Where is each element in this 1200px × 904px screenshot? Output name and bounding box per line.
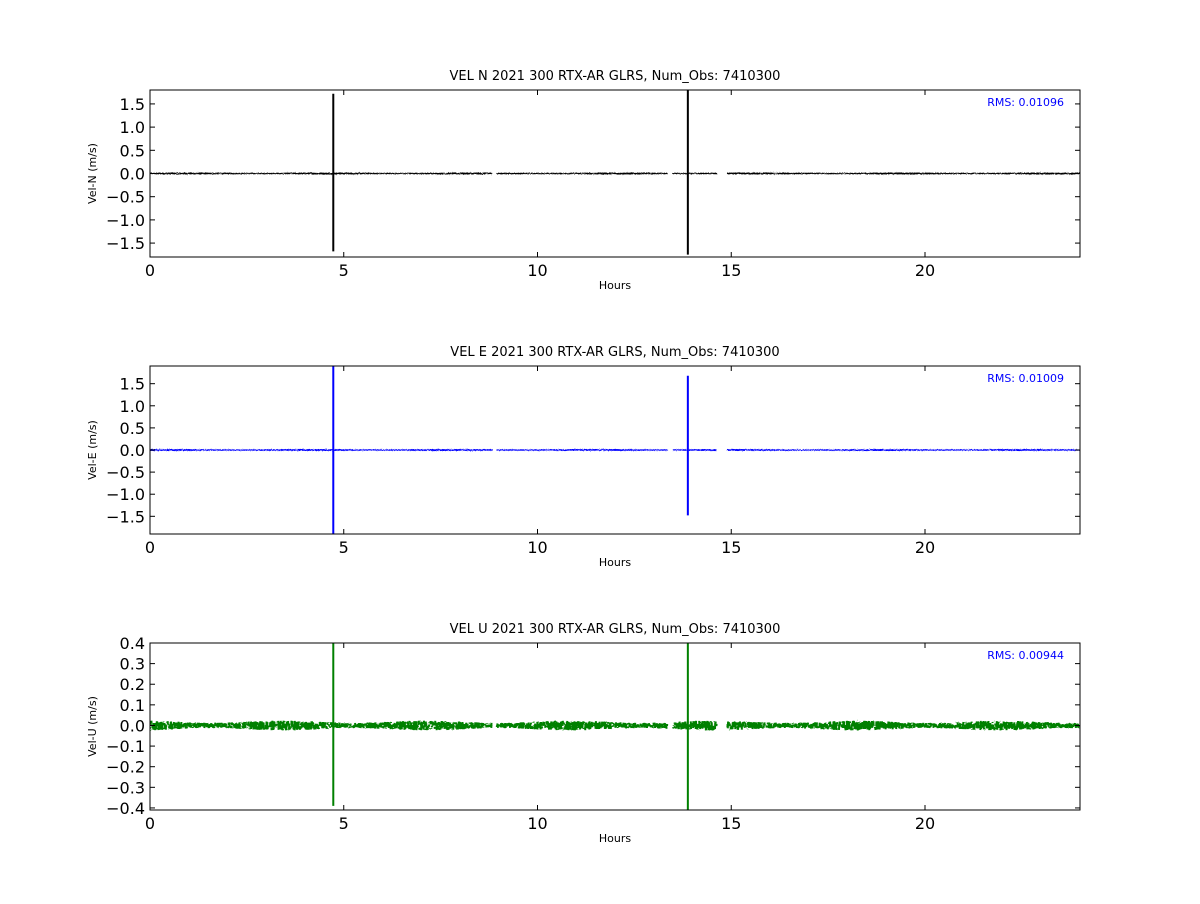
y-tick-label: 1.5 [120,95,145,114]
y-tick-label: 0.0 [120,716,145,735]
y-tick-label: 0.0 [120,441,145,460]
x-tick-label: 20 [915,814,935,833]
y-tick-label: −0.2 [106,758,145,777]
series-segment-4 [726,719,1080,731]
y-tick-label: 0.1 [120,696,145,715]
x-tick-label: 20 [915,261,935,280]
axes-frame [149,642,1081,811]
subplot-3: VEL U 2021 300 RTX-AR GLRS, Num_Obs: 741… [86,622,1081,845]
series-segment-3 [672,448,717,452]
series-segment-1 [150,171,493,176]
chart-title: VEL N 2021 300 RTX-AR GLRS, Num_Obs: 741… [450,69,781,84]
y-tick-label: −1.5 [106,507,145,526]
subplot-2: VEL E 2021 300 RTX-AR GLRS, Num_Obs: 741… [86,345,1081,569]
series-segment-3 [672,171,718,175]
data-series [150,643,1080,810]
x-axis-label: Hours [599,832,631,845]
series-segment-2 [495,720,669,731]
y-tick-label: 0.0 [120,165,145,184]
series-segment-2 [496,448,669,452]
x-tick-label: 5 [339,538,349,557]
y-tick-label: −0.5 [106,188,145,207]
y-tick-label: −0.3 [106,778,145,797]
series-segment-2 [496,171,668,176]
y-tick-label: −0.4 [106,799,145,818]
y-tick-label: 1.0 [120,118,145,137]
y-tick-label: 0.4 [120,634,145,653]
x-tick-label: 10 [527,538,547,557]
y-tick-label: 0.5 [120,419,145,438]
x-tick-label: 15 [721,261,741,280]
x-axis-label: Hours [599,279,631,292]
y-axis-label: Vel-U (m/s) [86,696,99,757]
rms-annotation: RMS: 0.00944 [987,649,1064,662]
x-tick-label: 0 [145,814,155,833]
chart-title: VEL U 2021 300 RTX-AR GLRS, Num_Obs: 741… [450,622,781,637]
y-tick-label: −1.0 [106,485,145,504]
y-tick-label: 1.5 [120,375,145,394]
x-tick-label: 10 [527,814,547,833]
y-axis-label: Vel-N (m/s) [86,143,99,204]
x-tick-label: 5 [339,261,349,280]
y-axis-label: Vel-E (m/s) [86,420,99,480]
subplot-1: VEL N 2021 300 RTX-AR GLRS, Num_Obs: 741… [86,69,1081,292]
y-tick-label: −0.1 [106,737,145,756]
series-segment-4 [726,448,1080,452]
data-series [150,366,1080,534]
x-axis-label: Hours [599,556,631,569]
rms-annotation: RMS: 0.01096 [987,96,1064,109]
series-segment-1 [150,720,493,732]
x-tick-label: 5 [339,814,349,833]
y-tick-label: −0.5 [106,463,145,482]
x-tick-label: 0 [145,261,155,280]
y-tick-label: −1.0 [106,211,145,230]
rms-annotation: RMS: 0.01009 [987,372,1064,385]
y-tick-label: 1.0 [120,397,145,416]
x-tick-label: 15 [721,814,741,833]
series-segment-4 [726,171,1080,176]
x-tick-label: 20 [915,538,935,557]
series-segment-1 [150,448,493,452]
y-tick-label: 0.3 [120,655,145,674]
x-tick-label: 10 [527,261,547,280]
y-tick-label: 0.2 [120,675,145,694]
x-tick-label: 0 [145,538,155,557]
series-segment-3 [672,720,718,731]
x-tick-label: 15 [721,538,741,557]
chart-title: VEL E 2021 300 RTX-AR GLRS, Num_Obs: 741… [450,345,779,360]
data-series [150,90,1080,255]
y-tick-label: −1.5 [106,234,145,253]
y-tick-label: 0.5 [120,141,145,160]
